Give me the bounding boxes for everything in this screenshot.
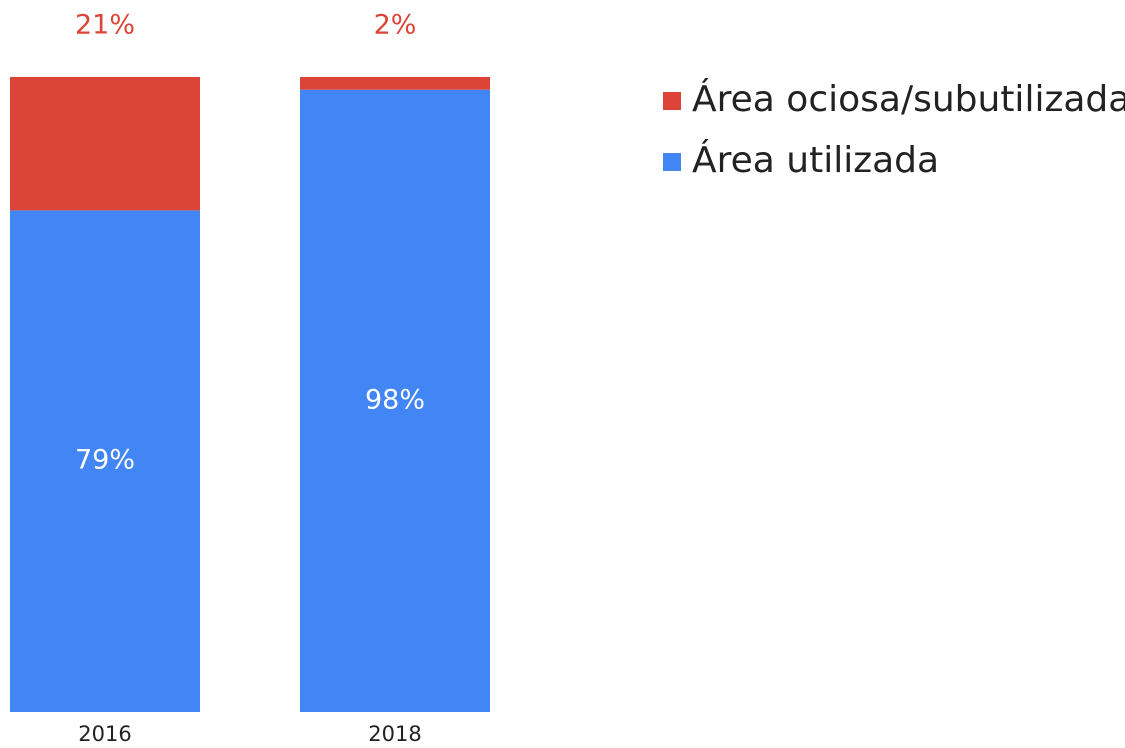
legend-label: Área utilizada (692, 139, 939, 181)
value-label: 98% (365, 384, 425, 415)
legend-swatch (663, 153, 681, 171)
bar-segment (300, 89, 490, 712)
value-label: 2% (374, 10, 417, 41)
value-label: 21% (75, 10, 135, 41)
bar-segment (10, 210, 200, 712)
x-tick-label: 2016 (78, 722, 131, 746)
legend-swatch (663, 92, 681, 110)
bar-segment (10, 77, 200, 211)
value-label: 79% (75, 445, 135, 476)
legend-label: Área ociosa/subutilizada (692, 78, 1125, 120)
bar-segment (300, 77, 490, 90)
x-tick-label: 2018 (368, 722, 421, 746)
